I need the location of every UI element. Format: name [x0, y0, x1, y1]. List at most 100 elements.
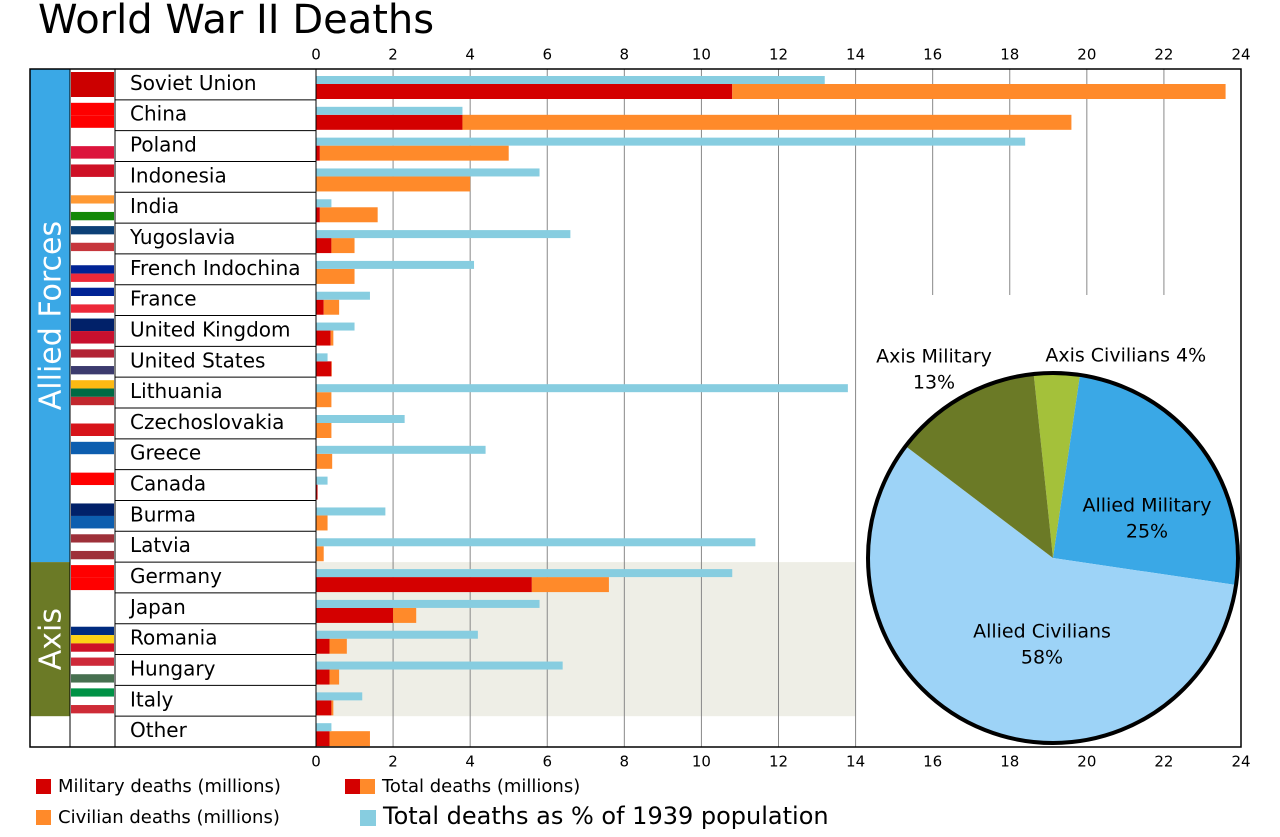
bar [316, 600, 540, 608]
flag [71, 658, 114, 666]
legend-label: Civilian deaths (millions) [58, 807, 280, 828]
category-label: Japan [128, 595, 186, 619]
bar [316, 662, 563, 670]
bar-segment [316, 608, 393, 623]
bar-segment [317, 454, 332, 469]
bar-segment [320, 146, 509, 161]
flag [71, 288, 114, 296]
chart-title: World War II Deaths [38, 0, 434, 43]
slice-value: 58% [1021, 647, 1063, 669]
x-tick-label: 16 [923, 46, 942, 64]
category-label: Romania [130, 626, 217, 650]
category-label: Lithuania [130, 379, 223, 403]
flag [71, 319, 114, 332]
x-tick-label: 0 [311, 753, 321, 771]
category-label: Indonesia [130, 163, 227, 187]
flag [71, 265, 114, 273]
category-label: Germany [130, 564, 222, 588]
category-label: United Kingdom [130, 317, 291, 341]
bar-segment [329, 670, 339, 685]
x-tick-label: 14 [846, 753, 865, 771]
slice-value: 4% [1176, 345, 1206, 367]
flag [71, 274, 114, 282]
flag [71, 697, 114, 705]
flag [71, 543, 114, 551]
flag [71, 411, 114, 424]
category-label: Italy [130, 687, 174, 711]
bar [316, 538, 755, 546]
flag [71, 578, 114, 591]
bar-segment [732, 84, 1225, 99]
x-tick-label: 20 [1077, 46, 1096, 64]
flag [71, 442, 114, 455]
bar [316, 138, 1025, 146]
bar-segment [316, 84, 732, 99]
bar [316, 723, 331, 731]
flag [71, 485, 114, 498]
bar-segment [316, 331, 331, 346]
bar [316, 415, 405, 423]
bar-segment [316, 207, 320, 222]
category-label: Czechoslovakia [130, 410, 284, 434]
slice-label: Axis Military [876, 346, 992, 368]
bar [316, 323, 355, 331]
group-label: Allied Forces [34, 221, 69, 410]
legend-swatch [345, 779, 360, 794]
bar-segment [316, 146, 320, 161]
x-tick-label: 10 [692, 46, 711, 64]
bar-segment [532, 577, 609, 592]
legend-label: Total deaths as % of 1939 population [382, 802, 829, 830]
x-tick-label: 12 [769, 753, 788, 771]
category-label: India [130, 194, 179, 218]
bar [316, 692, 362, 700]
bar [316, 477, 328, 485]
bar-segment [316, 115, 462, 130]
bar-segment [331, 238, 354, 253]
flag [71, 204, 114, 212]
group-label: Axis [34, 608, 69, 670]
flag [71, 366, 114, 374]
flag [71, 164, 114, 177]
bar-segment [316, 700, 331, 715]
flag [71, 596, 114, 609]
flag [71, 608, 114, 621]
flag [71, 635, 114, 643]
bar-segment [316, 423, 331, 438]
bar-segment [320, 207, 378, 222]
category-label: Other [130, 718, 188, 742]
bar-segment [393, 608, 416, 623]
category-label: Latvia [130, 533, 191, 557]
flag [71, 134, 114, 147]
flag [71, 226, 114, 234]
bar-segment [316, 515, 328, 530]
flag [71, 454, 114, 467]
bar [316, 631, 478, 639]
category-label: France [130, 287, 197, 311]
x-tick-label: 20 [1077, 753, 1096, 771]
bar-segment [316, 176, 470, 191]
flag [71, 177, 114, 190]
x-tick-label: 2 [388, 753, 398, 771]
flag [71, 257, 114, 265]
bar-segment [316, 392, 331, 407]
x-tick-label: 0 [311, 46, 321, 64]
x-tick-label: 8 [620, 753, 630, 771]
x-tick-label: 10 [692, 753, 711, 771]
legend-swatch [36, 779, 51, 794]
flag [71, 516, 114, 529]
x-tick-label: 24 [1231, 46, 1250, 64]
flag [71, 296, 114, 304]
category-label: Hungary [130, 656, 216, 680]
flag [71, 146, 114, 159]
x-tick-label: 22 [1154, 46, 1173, 64]
x-tick-label: 8 [620, 46, 630, 64]
bar [316, 353, 328, 361]
bar [316, 384, 848, 392]
category-label: Yugoslavia [129, 225, 235, 249]
bar [316, 446, 486, 454]
bar-segment [316, 269, 355, 284]
bar-segment [462, 115, 1071, 130]
x-tick-label: 22 [1154, 753, 1173, 771]
bar-segment [316, 361, 331, 376]
bar-segment [329, 639, 346, 654]
